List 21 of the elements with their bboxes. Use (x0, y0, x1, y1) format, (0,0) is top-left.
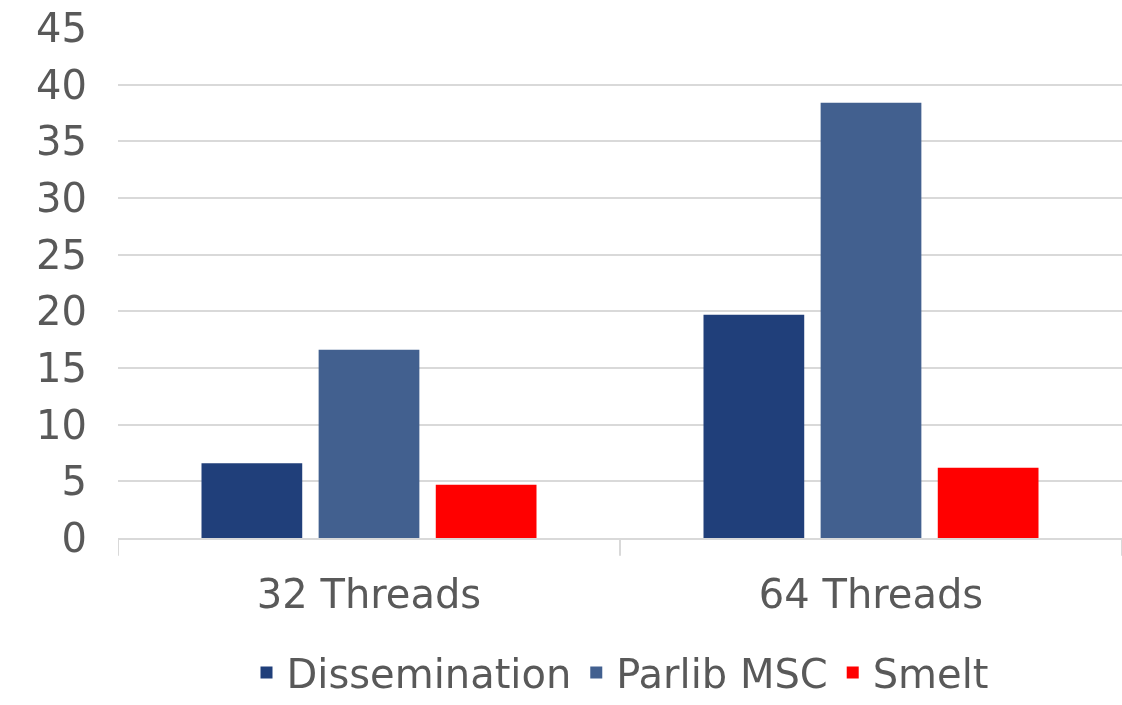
legend-label: Dissemination (286, 651, 572, 698)
y-tick-label: 20 (36, 288, 87, 335)
bar (318, 349, 420, 538)
y-tick-label: 45 (36, 5, 87, 51)
legend-label: Smelt (872, 651, 989, 698)
y-tick-label: 0 (61, 515, 87, 561)
x-tick-label: 64 Threads (758, 571, 984, 617)
y-tick-label: 10 (36, 401, 87, 448)
y-tick-label: 35 (36, 118, 87, 165)
y-tick-label: 30 (36, 175, 87, 221)
bar (820, 102, 922, 538)
legend-label: Parlib MSC (616, 651, 828, 698)
bar (937, 467, 1039, 538)
bar (201, 463, 303, 538)
y-tick-label: 5 (61, 458, 87, 505)
bar (435, 484, 537, 538)
bar (703, 314, 805, 538)
y-tick-label: 25 (36, 231, 87, 278)
y-tick-label: 15 (36, 345, 87, 391)
x-tick-label: 32 Threads (256, 571, 482, 617)
y-tick-label: 40 (36, 61, 87, 108)
